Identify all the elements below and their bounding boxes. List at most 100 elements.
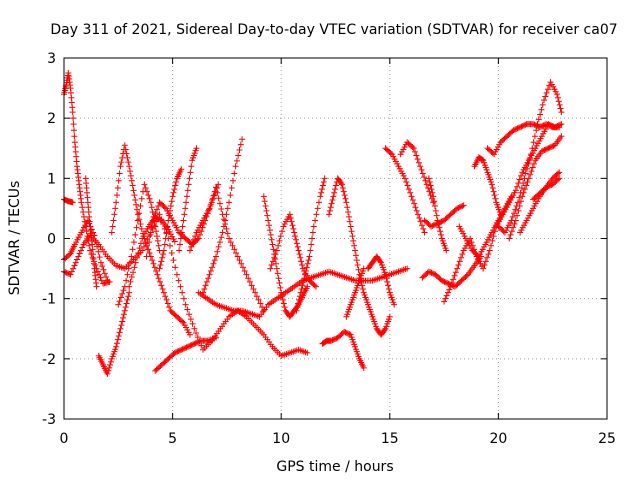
data-point [119,318,126,325]
data-point [71,133,78,140]
data-point [189,240,196,247]
data-point [119,290,126,297]
data-point [125,265,132,272]
data-point [220,216,227,223]
data-point [116,329,123,336]
series-35 [506,133,565,242]
data-point [539,122,546,129]
data-point [99,263,106,270]
y-tick-label: 2 [47,111,56,127]
data-point [328,337,335,344]
data-point [403,178,410,185]
data-point [558,121,565,128]
data-point [131,264,138,271]
data-point [237,141,244,148]
data-point [125,293,132,300]
data-point [107,358,114,365]
data-point [227,192,234,199]
data-point [95,248,102,255]
data-point [517,124,524,131]
data-point [266,222,273,229]
data-point [153,228,160,235]
data-point [489,184,496,191]
data-point [410,145,417,152]
data-point [428,269,435,276]
data-point [344,204,351,211]
data-point [301,275,308,282]
data-point [198,228,205,235]
data-point [525,160,532,167]
data-point [136,216,143,223]
data-point [412,204,419,211]
data-point [175,277,182,284]
data-point [126,163,133,170]
data-point [303,264,310,271]
data-point [340,188,347,195]
data-point [349,233,356,240]
data-point [420,225,427,232]
data-point [103,274,110,281]
data-point [297,254,304,261]
data-point [489,150,496,157]
data-point [273,265,280,272]
data-point [426,178,433,185]
series-25 [382,145,428,236]
data-point [332,186,339,193]
data-point [163,296,170,303]
data-point [318,189,325,196]
data-point [68,268,75,275]
data-point [529,164,536,171]
x-tick-label: 10 [272,431,290,447]
data-point [92,261,99,268]
data-point [134,217,141,224]
data-point [352,247,359,254]
data-point [524,178,531,185]
data-point [131,192,138,199]
data-point [187,169,194,176]
data-point [296,293,303,300]
data-point [459,251,466,258]
data-point [226,199,233,206]
x-tick-labels: 0 5 10 15 20 25 [60,431,616,447]
data-point [186,247,193,254]
data-point [556,101,563,108]
data-point [116,170,123,177]
data-point [193,145,200,152]
data-point [522,121,529,128]
data-point [64,270,71,277]
data-point [441,298,448,305]
data-point [355,266,362,273]
data-point [547,122,554,129]
data-point [490,233,497,240]
data-point [209,196,216,203]
data-point [162,293,169,300]
data-point [169,193,176,200]
data-point [450,283,457,290]
data-point [329,337,336,344]
data-point [431,198,438,205]
data-point [327,204,334,211]
data-point [345,213,352,220]
data-point [540,147,547,154]
series-14 [186,184,267,314]
data-point [485,251,492,258]
data-point [292,236,299,243]
data-point [202,282,209,289]
data-point [70,121,77,128]
data-point [421,229,428,236]
data-point [450,276,457,283]
data-point [272,260,279,267]
data-point [526,156,533,163]
data-point [425,268,432,275]
data-point [276,237,283,244]
data-point [271,254,278,261]
data-point [422,177,429,184]
data-point [180,345,187,352]
data-point [127,168,134,175]
data-point [409,196,416,203]
data-point [179,346,186,353]
data-point [515,207,522,214]
data-point [111,211,118,218]
data-point [319,182,326,189]
data-point [438,231,445,238]
